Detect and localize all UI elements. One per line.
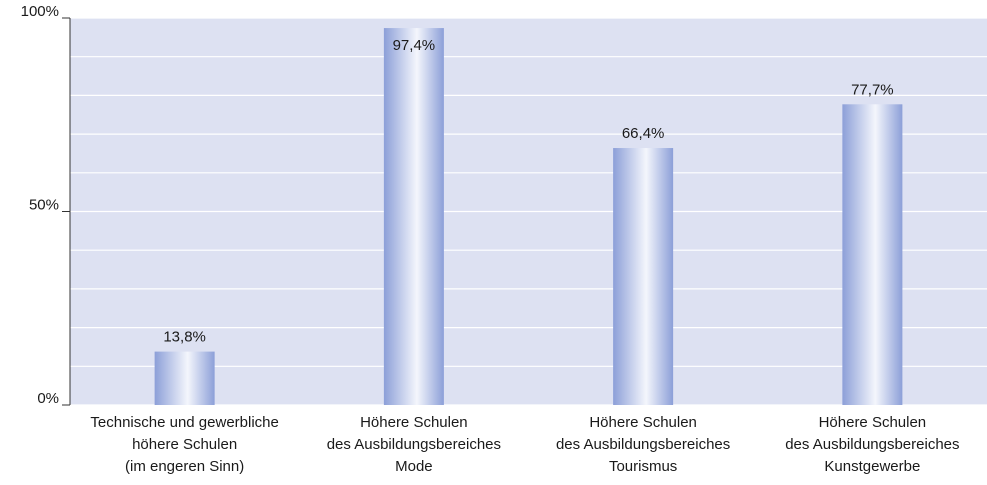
x-tick-label: höhere Schulen <box>132 436 237 453</box>
x-tick-label: Mode <box>395 458 433 475</box>
x-tick-label: des Ausbildungsbereiches <box>785 436 959 453</box>
x-tick-label: Kunstgewerbe <box>824 458 920 475</box>
x-tick-label: Höhere Schulen <box>589 414 697 431</box>
y-tick-label: 0% <box>37 390 59 407</box>
bar <box>383 28 444 405</box>
x-tick-label: des Ausbildungsbereiches <box>556 436 730 453</box>
y-tick-label: 100% <box>21 3 59 20</box>
x-tick-label: (im engeren Sinn) <box>125 458 244 475</box>
bar <box>613 148 674 406</box>
value-label: 77,7% <box>851 81 894 98</box>
value-label: 97,4% <box>393 37 436 54</box>
y-tick-label: 50% <box>29 196 59 213</box>
x-tick-label: Technische und gewerbliche <box>90 414 278 431</box>
bar <box>842 104 903 406</box>
value-label: 13,8% <box>163 329 206 346</box>
x-tick-label: des Ausbildungsbereiches <box>327 436 501 453</box>
bar <box>154 351 215 405</box>
x-tick-label: Tourismus <box>609 458 677 475</box>
value-label: 66,4% <box>622 125 665 142</box>
x-tick-label: Höhere Schulen <box>360 414 468 431</box>
x-tick-label: Höhere Schulen <box>819 414 927 431</box>
